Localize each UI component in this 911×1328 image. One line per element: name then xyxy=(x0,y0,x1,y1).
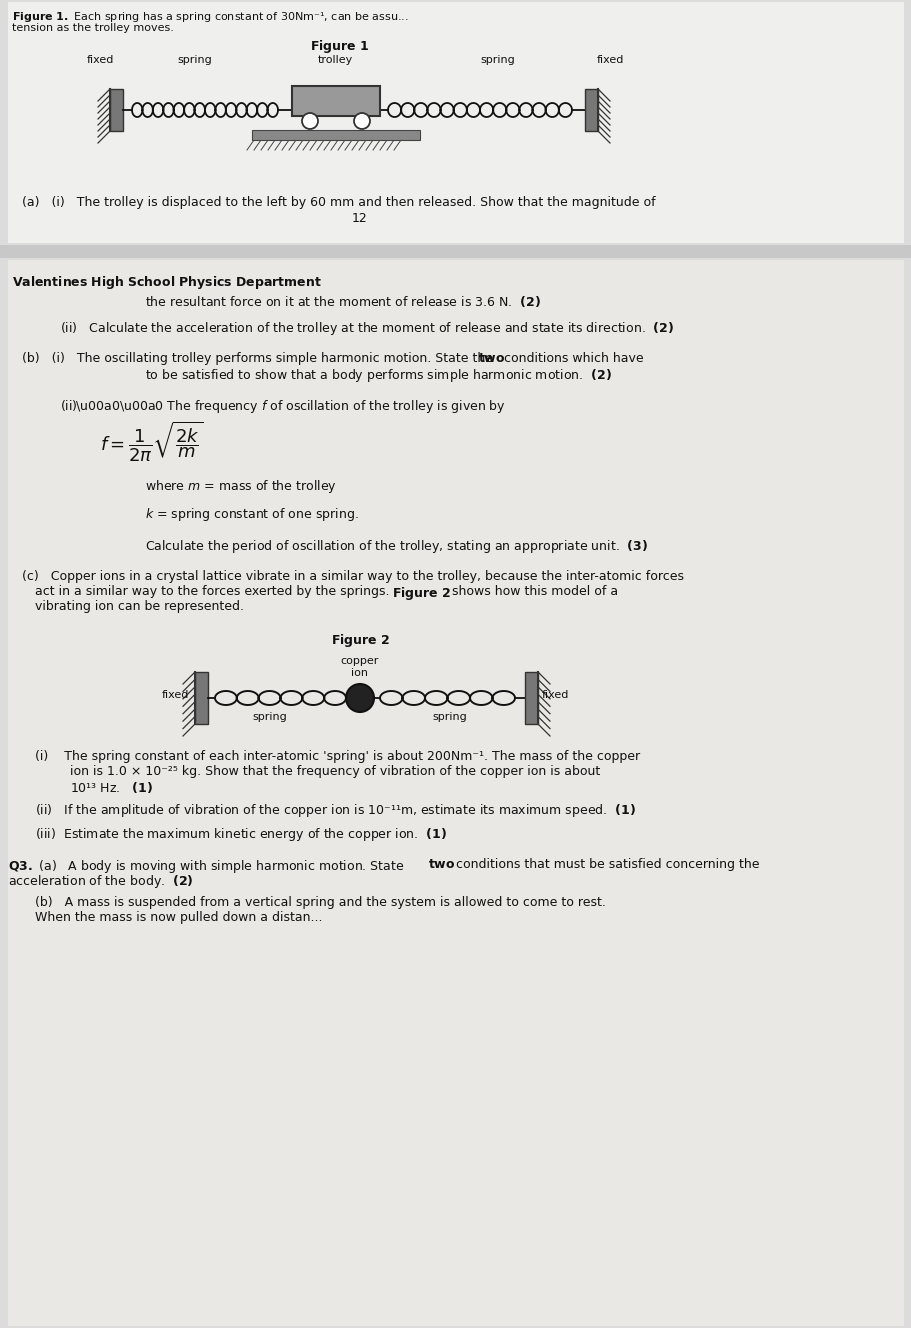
Text: (ii)\u00a0\u00a0 The frequency $f$ of oscillation of the trolley is given by: (ii)\u00a0\u00a0 The frequency $f$ of os… xyxy=(60,398,506,414)
Text: Calculate the period of oscillation of the trolley, stating an appropriate unit.: Calculate the period of oscillation of t… xyxy=(145,538,648,555)
Bar xyxy=(251,130,420,139)
Bar xyxy=(110,89,123,131)
Bar xyxy=(0,258,911,1328)
Bar xyxy=(8,260,903,1325)
Circle shape xyxy=(353,113,370,129)
Text: vibrating ion can be represented.: vibrating ion can be represented. xyxy=(35,600,244,614)
Circle shape xyxy=(302,113,318,129)
Text: (b)   (i)   The oscillating trolley performs simple harmonic motion. State the: (b) (i) The oscillating trolley performs… xyxy=(22,352,496,365)
Text: 12: 12 xyxy=(352,212,367,224)
Bar xyxy=(525,672,537,724)
Text: $\bf{Figure\ 2}$: $\bf{Figure\ 2}$ xyxy=(330,632,389,649)
Text: (a)   (i)   The trolley is displaced to the left by 60 mm and then released. Sho: (a) (i) The trolley is displaced to the … xyxy=(22,197,655,208)
Text: conditions which have: conditions which have xyxy=(499,352,643,365)
Text: the resultant force on it at the moment of release is 3.6 N.  $\bf{(2)}$: the resultant force on it at the moment … xyxy=(145,293,540,309)
Bar xyxy=(584,89,598,131)
Text: $k$ = spring constant of one spring.: $k$ = spring constant of one spring. xyxy=(145,506,358,523)
Text: fixed: fixed xyxy=(87,54,114,65)
Text: spring: spring xyxy=(432,712,466,722)
Text: $\bf{Figure\ 1}$: $\bf{Figure\ 1}$ xyxy=(310,39,369,54)
Bar xyxy=(195,672,208,724)
Text: trolley: trolley xyxy=(317,54,353,65)
Text: $\bf{Figure\ 1.}$ Each spring has a spring constant of 30Nm⁻¹, can be assu...: $\bf{Figure\ 1.}$ Each spring has a spri… xyxy=(12,11,408,24)
Circle shape xyxy=(345,684,374,712)
Text: $\bf{two}$: $\bf{two}$ xyxy=(477,352,505,365)
Text: (ii)   If the amplitude of vibration of the copper ion is 10⁻¹¹m, estimate its m: (ii) If the amplitude of vibration of th… xyxy=(35,802,635,819)
Text: fixed: fixed xyxy=(596,54,623,65)
Text: (ii)   Calculate the acceleration of the trolley at the moment of release and st: (ii) Calculate the acceleration of the t… xyxy=(60,320,673,337)
Text: $\bf{Valentines\ High\ School\ Physics\ Department}$: $\bf{Valentines\ High\ School\ Physics\ … xyxy=(12,274,322,291)
Text: ion: ion xyxy=(351,668,368,679)
Text: to be satisfied to show that a body performs simple harmonic motion.  $\bf{(2)}$: to be satisfied to show that a body perf… xyxy=(145,367,611,384)
Text: When the mass is now pulled down a distan...: When the mass is now pulled down a dista… xyxy=(35,911,322,924)
Text: $\bf{two}$: $\bf{two}$ xyxy=(427,858,455,871)
Text: (c)   Copper ions in a crystal lattice vibrate in a similar way to the trolley, : (c) Copper ions in a crystal lattice vib… xyxy=(22,570,683,583)
Text: fixed: fixed xyxy=(541,691,568,700)
Text: fixed: fixed xyxy=(161,691,189,700)
Text: spring: spring xyxy=(178,54,212,65)
Text: shows how this model of a: shows how this model of a xyxy=(447,586,618,598)
Text: $\bf{Q3.}$ (a)   A body is moving with simple harmonic motion. State: $\bf{Q3.}$ (a) A body is moving with sim… xyxy=(8,858,404,875)
Text: conditions that must be satisfied concerning the: conditions that must be satisfied concer… xyxy=(452,858,759,871)
Text: acceleration of the body.  $\bf{(2)}$: acceleration of the body. $\bf{(2)}$ xyxy=(8,872,193,890)
Text: where $m$ = mass of the trolley: where $m$ = mass of the trolley xyxy=(145,478,336,495)
Text: ion is 1.0 × 10⁻²⁵ kg. Show that the frequency of vibration of the copper ion is: ion is 1.0 × 10⁻²⁵ kg. Show that the fre… xyxy=(70,765,599,778)
Text: (i)    The spring constant of each inter-atomic 'spring' is about 200Nm⁻¹. The m: (i) The spring constant of each inter-at… xyxy=(35,750,640,764)
Text: (iii)  Estimate the maximum kinetic energy of the copper ion.  $\bf{(1)}$: (iii) Estimate the maximum kinetic energ… xyxy=(35,826,446,843)
Text: spring: spring xyxy=(480,54,515,65)
Text: act in a similar way to the forces exerted by the springs.: act in a similar way to the forces exert… xyxy=(35,586,393,598)
Bar xyxy=(8,3,903,243)
Bar xyxy=(292,86,380,116)
Text: $\bf{Figure\ 2}$: $\bf{Figure\ 2}$ xyxy=(392,586,451,602)
Text: (b)   A mass is suspended from a vertical spring and the system is allowed to co: (b) A mass is suspended from a vertical … xyxy=(35,896,605,908)
Bar xyxy=(0,0,911,244)
Text: spring: spring xyxy=(252,712,287,722)
Text: copper: copper xyxy=(341,656,379,667)
Text: $f = \dfrac{1}{2\pi}\sqrt{\dfrac{2k}{m}}$: $f = \dfrac{1}{2\pi}\sqrt{\dfrac{2k}{m}}… xyxy=(100,420,203,463)
Text: tension as the trolley moves.: tension as the trolley moves. xyxy=(12,23,174,33)
Text: 10¹³ Hz.   $\bf{(1)}$: 10¹³ Hz. $\bf{(1)}$ xyxy=(70,780,153,795)
